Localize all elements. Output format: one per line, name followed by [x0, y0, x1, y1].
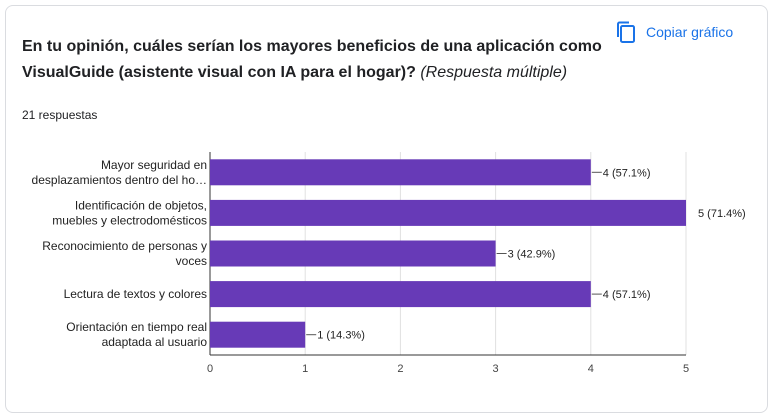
x-tick-label: 4 [588, 363, 594, 375]
data-label: 5 (71.4%) [698, 208, 746, 220]
bar [210, 199, 686, 226]
question-title: En tu opinión, cuáles serían los mayores… [22, 34, 602, 86]
copy-icon [616, 21, 636, 43]
x-tick-label: 0 [207, 363, 213, 375]
response-count: 21 respuestas [22, 108, 98, 122]
category-label-line: voces [176, 254, 207, 268]
category-label: Identificación de objetos, muebles y elec… [52, 198, 207, 227]
category-label: Orientación en tiempo real adaptada al us… [66, 320, 207, 349]
category-label: Reconocimiento de personas y voces [42, 239, 207, 268]
data-label: 4 (57.1%) [603, 167, 651, 179]
data-label: 4 (57.1%) [603, 289, 651, 301]
category-label-line: Reconocimiento de personas y [42, 239, 207, 253]
bar [210, 321, 306, 348]
x-tick-label: 3 [493, 363, 499, 375]
bar [210, 159, 591, 186]
copy-chart-label: Copiar gráfico [646, 24, 734, 40]
category-label-line: desplazamientos dentro del ho… [32, 173, 207, 187]
category-label: Lectura de textos y colores [64, 287, 207, 301]
category-label-line: muebles y electrodomésticos [52, 213, 207, 227]
category-label: Mayor seguridad en desplazamientos dentro… [32, 158, 207, 187]
bar [210, 281, 591, 308]
question-text: En tu opinión, cuáles serían los mayores… [22, 38, 602, 81]
copy-chart-button[interactable]: Copiar gráfico [608, 16, 741, 48]
question-suffix: (Respuesta múltiple) [420, 64, 568, 81]
data-label: 1 (14.3%) [317, 330, 365, 342]
category-label-line: Identificación de objetos, [75, 198, 207, 212]
x-tick-label: 2 [397, 363, 403, 375]
category-label-line: Orientación en tiempo real [66, 320, 207, 334]
category-label-line: Lectura de textos y colores [64, 287, 207, 301]
category-label-line: Mayor seguridad en [101, 158, 207, 172]
bar [210, 240, 496, 267]
x-tick-label: 1 [302, 363, 308, 375]
data-label: 3 (42.9%) [508, 249, 556, 261]
x-tick-label: 5 [683, 363, 689, 375]
category-label-line: adaptada al usuario [102, 335, 208, 349]
